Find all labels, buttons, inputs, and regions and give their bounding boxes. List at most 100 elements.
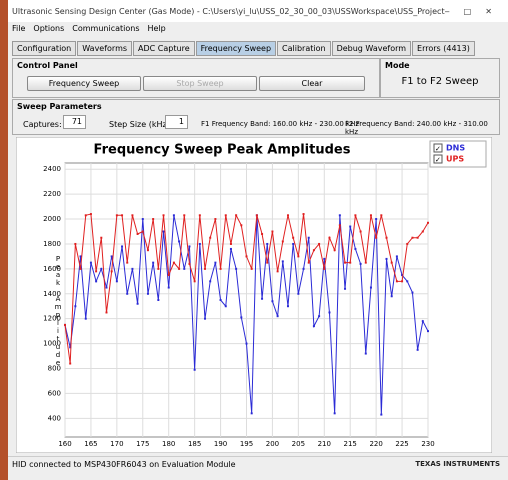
point xyxy=(354,214,357,217)
point xyxy=(105,286,108,289)
point xyxy=(235,267,238,270)
panel-title: Control Panel xyxy=(17,61,78,70)
point xyxy=(338,224,341,227)
point xyxy=(146,292,149,295)
window-controls[interactable]: ‒□✕ xyxy=(444,6,506,16)
control-panel: Control Panel Frequency Sweep Stop Sweep… xyxy=(12,58,380,98)
point xyxy=(95,280,98,283)
legend-checkbox[interactable] xyxy=(433,154,443,164)
point xyxy=(245,255,248,258)
point xyxy=(136,232,139,235)
tab[interactable]: Frequency Sweep xyxy=(195,41,277,56)
point xyxy=(266,261,269,264)
tab[interactable]: Configuration xyxy=(12,41,77,56)
point xyxy=(406,280,409,283)
button[interactable]: Clear xyxy=(259,76,365,91)
step-input[interactable]: 1 xyxy=(165,115,188,129)
point xyxy=(204,317,207,320)
point xyxy=(224,305,227,308)
tab[interactable]: Debug Waveform xyxy=(331,41,412,56)
point xyxy=(188,245,191,248)
point xyxy=(105,311,108,314)
point xyxy=(89,261,92,264)
menu-item[interactable]: Help xyxy=(147,23,166,33)
point xyxy=(89,213,92,216)
point xyxy=(266,242,269,245)
point xyxy=(344,287,347,290)
point xyxy=(281,260,284,263)
captures-input[interactable]: 71 xyxy=(63,115,86,129)
point xyxy=(380,214,383,217)
point xyxy=(307,261,310,264)
status-text: HID connected to MSP430FR6043 on Evaluat… xyxy=(12,460,236,469)
point xyxy=(198,242,201,245)
point xyxy=(318,315,321,318)
menu-bar: File Options Communications Help xyxy=(8,22,508,34)
point xyxy=(229,247,232,250)
point xyxy=(188,262,191,265)
tab[interactable]: Calibration xyxy=(277,41,331,56)
point xyxy=(375,236,378,239)
point xyxy=(250,412,253,415)
point xyxy=(219,267,222,270)
panel-title: Mode xyxy=(385,61,410,70)
point xyxy=(421,320,424,323)
tab[interactable]: Errors (4413) xyxy=(412,41,475,56)
point xyxy=(115,280,118,283)
y-tick-label: 600 xyxy=(48,389,61,397)
point xyxy=(338,214,341,217)
point xyxy=(240,224,243,227)
menu-item[interactable]: File xyxy=(12,23,26,33)
point xyxy=(178,240,181,243)
tab[interactable]: ADC Capture xyxy=(133,41,195,56)
point xyxy=(141,230,144,233)
menu-item[interactable]: Options xyxy=(33,23,65,33)
label: Captures: xyxy=(23,120,62,129)
x-tick-label: 190 xyxy=(214,440,227,448)
legend-label: DNS xyxy=(446,144,465,153)
button[interactable]: Frequency Sweep xyxy=(27,76,141,91)
point xyxy=(204,267,207,270)
x-tick-label: 220 xyxy=(369,440,382,448)
x-tick-label: 210 xyxy=(318,440,331,448)
x-tick-label: 165 xyxy=(84,440,97,448)
point xyxy=(328,311,331,314)
point xyxy=(146,249,149,252)
point xyxy=(416,348,419,351)
button[interactable]: Stop Sweep xyxy=(143,76,257,91)
x-tick-label: 205 xyxy=(292,440,305,448)
x-tick-label: 160 xyxy=(58,440,71,448)
point xyxy=(121,214,124,217)
legend-checkbox[interactable] xyxy=(433,143,443,153)
point xyxy=(359,262,362,265)
y-tick-label: 1000 xyxy=(43,340,61,348)
point xyxy=(349,261,352,264)
point xyxy=(411,236,414,239)
point xyxy=(354,247,357,250)
label: F2 Frequency Band: 240.00 kHz - 310.00 k… xyxy=(345,120,488,136)
point xyxy=(369,214,372,217)
point xyxy=(235,214,238,217)
title-bar: Ultrasonic Sensing Design Center (Gas Mo… xyxy=(8,0,508,22)
point xyxy=(141,218,144,221)
point xyxy=(95,270,98,273)
point xyxy=(297,255,300,258)
point xyxy=(69,346,72,349)
mode-panel: Mode F1 to F2 Sweep xyxy=(380,58,500,98)
point xyxy=(219,299,222,301)
point xyxy=(292,236,295,239)
point xyxy=(110,270,113,273)
point xyxy=(79,255,82,258)
point xyxy=(328,236,331,239)
point xyxy=(131,214,134,217)
point xyxy=(152,261,155,264)
tab-bar: Configuration Waveforms ADC Capture Frequen… xyxy=(12,41,476,56)
menu-item[interactable]: Communications xyxy=(72,23,140,33)
status-bar: HID connected to MSP430FR6043 on Evaluat… xyxy=(8,456,508,472)
point xyxy=(115,214,118,217)
point xyxy=(84,317,87,320)
tab[interactable]: Waveforms xyxy=(77,41,133,56)
point xyxy=(411,291,414,294)
point xyxy=(198,214,201,217)
